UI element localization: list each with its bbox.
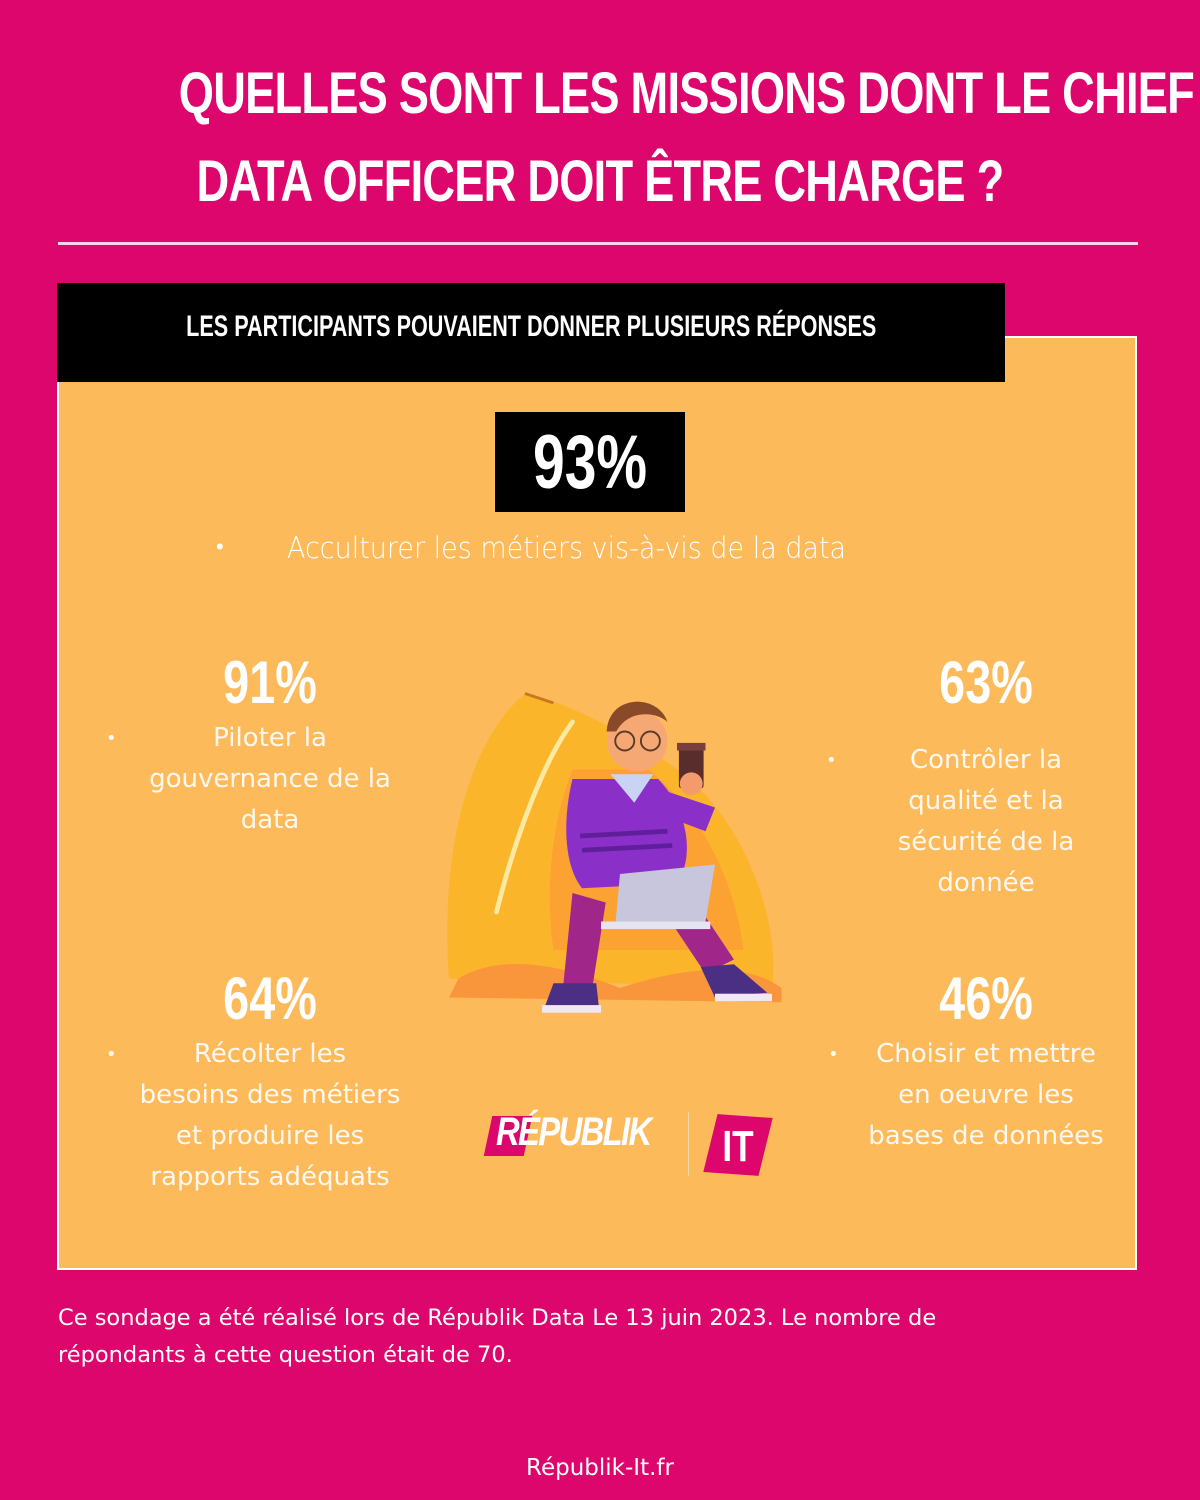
stat-left-top: 91% • Piloter la gouvernance de la data [100, 648, 440, 841]
stat-right-top: 63% • Contrôler la qualité et la sécurit… [816, 648, 1156, 904]
bullet-icon: • [828, 1044, 839, 1065]
stat-description: • Choisir et mettre en oeuvre les bases … [816, 1034, 1156, 1157]
stat-top-percentage: 93% [532, 419, 648, 505]
page-title: QUELLES SONT LES MISSIONS DONT LE CHIEF … [178, 50, 1195, 226]
title-divider [58, 242, 1138, 245]
man-on-beanbag-illustration [430, 665, 810, 1045]
stat-percentage: 46% [939, 965, 1033, 1032]
stat-line: besoins des métiers [139, 1080, 401, 1110]
bullet-icon: • [216, 535, 224, 560]
subtitle-text: LES PARTICIPANTS POUVAIENT DONNER PLUSIE… [185, 309, 877, 343]
website-link[interactable]: Républik-It.fr [526, 1455, 674, 1481]
stat-line: Piloter la [213, 723, 327, 753]
stat-description: • Récolter les besoins des métiers et pr… [100, 1034, 440, 1198]
stat-line: sécurité de la [897, 827, 1075, 857]
stat-line: Récolter les [193, 1039, 347, 1069]
stat-percentage: 64% [223, 965, 317, 1032]
footnote-line-2: répondants à cette question était de 70. [58, 1342, 513, 1368]
stat-top-percentage-box: 93% [495, 412, 685, 512]
stat-line: et produire les [175, 1121, 365, 1151]
title-line-2: DATA OFFICER DOIT ÊTRE CHARGE ? [196, 149, 1005, 214]
stat-line: en oeuvre les [898, 1080, 1074, 1110]
stat-description: • Piloter la gouvernance de la data [100, 718, 440, 841]
bullet-icon: • [106, 1044, 117, 1065]
stat-line: Choisir et mettre [876, 1039, 1096, 1069]
stat-description: • Contrôler la qualité et la sécurité de… [816, 740, 1156, 904]
stat-line: gouvernance de la [149, 764, 391, 794]
stat-line: Contrôler la [909, 745, 1063, 775]
subtitle-banner: LES PARTICIPANTS POUVAIENT DONNER PLUSIE… [57, 283, 1005, 382]
stat-line: donnée [937, 868, 1035, 898]
stat-line: data [240, 805, 300, 835]
footnote-line-1: Ce sondage a été réalisé lors de Républi… [58, 1305, 937, 1331]
stat-line: bases de données [868, 1121, 1104, 1151]
title-line-1: QUELLES SONT LES MISSIONS DONT LE CHIEF [178, 61, 1195, 126]
logo-divider [688, 1112, 689, 1176]
logo-republik-text: RÉPUBLIK [496, 1110, 652, 1154]
republik-it-logo: RÉPUBLIK IT [483, 1110, 778, 1180]
stat-top-text: Acculturer les métiers vis-à-vis de la d… [287, 531, 847, 565]
stat-percentage: 91% [223, 649, 317, 716]
stat-percentage: 63% [939, 649, 1033, 716]
stat-left-bottom: 64% • Récolter les besoins des métiers e… [100, 964, 440, 1198]
stat-right-bottom: 46% • Choisir et mettre en oeuvre les ba… [816, 964, 1156, 1157]
logo-it-text: IT [722, 1122, 754, 1171]
stat-line: rapports adéquats [150, 1162, 390, 1192]
survey-footnote: Ce sondage a été réalisé lors de Républi… [58, 1300, 1138, 1374]
bullet-icon: • [826, 750, 837, 771]
bullet-icon: • [106, 728, 117, 749]
stat-line: qualité et la [908, 786, 1064, 816]
person-laptop-icon [447, 692, 782, 1013]
